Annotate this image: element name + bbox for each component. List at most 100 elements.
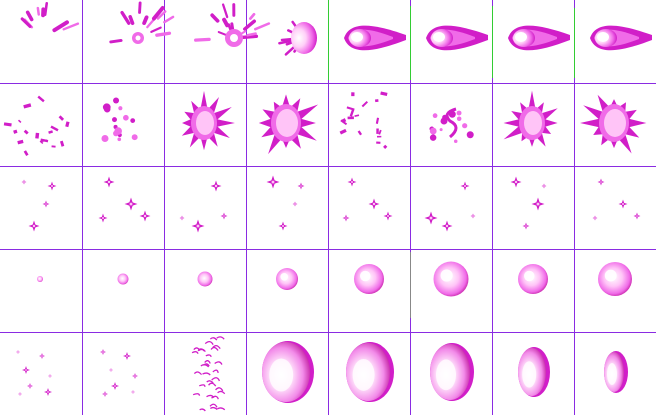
fireball-core (351, 32, 363, 42)
sparkle-star (594, 217, 596, 219)
energy-streak (36, 6, 40, 16)
sparkle-star (134, 375, 136, 377)
shield-fragment (205, 354, 212, 358)
fireball-frame (194, 3, 271, 47)
energy-orb-frame (433, 261, 469, 297)
debris-shard (378, 129, 382, 135)
debris-shard (347, 116, 354, 120)
sparkle-star (110, 369, 112, 371)
shield-fragment (216, 336, 225, 340)
sparkle-frame (592, 178, 641, 221)
shield-fragment (192, 393, 201, 396)
shield-fragment (211, 377, 221, 382)
debris-shard (383, 144, 388, 149)
debris-shard (439, 128, 443, 132)
sparkle-star (543, 185, 545, 187)
fireball-frame (344, 25, 406, 51)
sparkle-star (19, 393, 21, 395)
debris-shard (453, 139, 458, 143)
shield-fragment (193, 347, 201, 351)
debris-shard (48, 130, 54, 134)
shield-fragment (217, 390, 226, 395)
shield-frame (16, 350, 52, 396)
sparkle-star (300, 185, 302, 187)
sparkle-star (102, 217, 104, 219)
energy-orb-frame (117, 273, 129, 285)
sparkle-star (41, 355, 43, 357)
sparkle-star (294, 203, 296, 205)
energy-orb-frame (197, 271, 213, 287)
energy-streak (43, 2, 49, 16)
row-shield (16, 336, 628, 412)
sparkle-frame (179, 180, 228, 233)
sparkle-star (181, 217, 183, 219)
sparkle-star (429, 216, 433, 220)
debris-shard (123, 114, 129, 121)
fireball-frame (20, 2, 80, 33)
charge-core (135, 35, 141, 41)
debris-shard (65, 121, 70, 128)
fireball-core (515, 32, 527, 42)
shield-highlight (607, 363, 617, 385)
sparkle-star (600, 181, 602, 183)
debris-shard (432, 113, 438, 119)
shield-fragment (215, 387, 224, 392)
sparkle-star (132, 391, 134, 393)
sparkle-star (223, 215, 225, 217)
explosion-frame (429, 107, 474, 143)
debris-shard (380, 91, 388, 97)
debris-shard (429, 134, 437, 141)
debris-shard (103, 105, 111, 113)
energy-orb-highlight (604, 269, 617, 282)
energy-streak (25, 10, 34, 22)
energy-orb (197, 271, 213, 287)
debris-shard (17, 139, 24, 145)
energy-streak (62, 22, 80, 31)
sparkle-star (23, 181, 25, 183)
debris-shard (37, 95, 45, 103)
debris-shard (351, 92, 355, 97)
energy-streak (150, 26, 162, 34)
sparkle-frame (510, 176, 547, 230)
debris-shard (466, 131, 474, 139)
energy-streak (20, 17, 32, 28)
debris-shard (339, 128, 347, 135)
sparkle-star (282, 225, 284, 227)
sparkle-star (17, 351, 19, 353)
sparkle-star (104, 393, 106, 395)
shield-fragment (211, 395, 219, 400)
shield-frame (346, 342, 394, 402)
debris-shard (51, 145, 56, 148)
shield-frame (430, 343, 474, 401)
explosion-frame (101, 97, 138, 143)
sparkle-star (32, 224, 36, 228)
energy-streak (221, 3, 229, 19)
debris-shard (23, 129, 29, 135)
explosion-core (524, 111, 542, 135)
debris-shard (375, 117, 380, 124)
energy-streak (138, 1, 142, 14)
fireball-frame (508, 25, 570, 51)
debris-shard (340, 119, 348, 126)
debris-shard (40, 138, 49, 143)
shield-fragment (209, 403, 218, 408)
shield-highlight (269, 358, 294, 392)
fireball-frame (109, 1, 175, 44)
sparkle-frame (266, 175, 305, 231)
row-sparkle (21, 175, 641, 233)
shield-fragment (202, 372, 211, 376)
energy-streak (254, 22, 271, 31)
debris-shard (118, 106, 123, 111)
energy-streak (128, 15, 135, 26)
sparkle-star (47, 391, 49, 393)
sparkle-star (114, 385, 116, 387)
explosion-frame (181, 90, 235, 151)
fireball-frame (590, 25, 652, 51)
fireball-frame (426, 25, 488, 51)
row-explosion (3, 90, 647, 156)
debris-shard (456, 110, 462, 116)
shield-frame (191, 336, 226, 412)
shield-fragment (214, 361, 223, 365)
energy-streak (52, 20, 69, 33)
energy-streak (120, 10, 131, 25)
